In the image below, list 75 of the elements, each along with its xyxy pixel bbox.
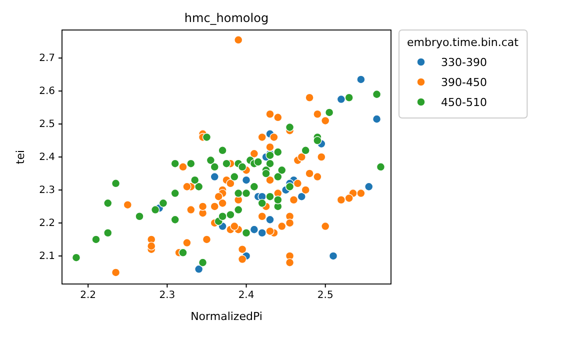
x-tick-label: 2.5: [317, 290, 334, 302]
point: [111, 179, 120, 188]
legend-label: 330-390: [441, 56, 487, 69]
point: [278, 166, 286, 175]
point: [218, 212, 227, 221]
point: [364, 182, 374, 192]
point: [274, 196, 282, 204]
point: [170, 215, 180, 224]
point: [250, 182, 259, 192]
point: [250, 225, 259, 234]
point: [194, 264, 204, 274]
point: [104, 198, 112, 208]
y-tick-label: 2.1: [39, 251, 55, 262]
legend-label: 450-510: [441, 96, 487, 109]
point: [186, 159, 196, 168]
point: [258, 228, 266, 238]
point: [222, 159, 231, 168]
point: [242, 188, 251, 198]
point: [344, 93, 354, 102]
point: [92, 235, 100, 244]
point: [356, 75, 366, 84]
point: [336, 94, 346, 104]
point: [226, 210, 235, 220]
point: [230, 172, 239, 182]
point: [158, 198, 168, 208]
y-tick-label: 2.4: [39, 152, 55, 164]
point: [218, 146, 227, 155]
point: [135, 212, 144, 221]
point: [297, 192, 306, 201]
point: [238, 162, 247, 172]
point: [301, 146, 310, 155]
point: [254, 158, 262, 166]
point: [285, 122, 294, 132]
point: [170, 159, 180, 168]
point: [262, 169, 270, 178]
legend-title: embryo.time.bin.cat: [407, 36, 520, 49]
point: [376, 162, 386, 172]
point: [202, 132, 212, 142]
x-tick-label: 2.2: [80, 290, 96, 302]
point: [266, 192, 274, 201]
y-tick-label: 2.7: [39, 53, 55, 64]
y-tick-label: 2.5: [39, 119, 55, 130]
point: [324, 108, 334, 117]
point: [72, 253, 81, 262]
point: [234, 205, 243, 214]
point: [242, 176, 251, 184]
point: [274, 172, 282, 182]
y-tick-label: 2.6: [39, 86, 55, 98]
chart-title: hmc_homolog: [184, 11, 269, 25]
point: [190, 176, 200, 184]
point: [198, 258, 208, 267]
point: [104, 228, 112, 238]
point: [242, 228, 251, 238]
x-tick-label: 2.3: [159, 290, 176, 302]
point: [170, 188, 180, 198]
x-tick-label: 2.4: [238, 290, 254, 302]
point: [206, 156, 216, 165]
point: [194, 182, 204, 192]
point: [266, 159, 274, 168]
y-axis-title: tei: [14, 150, 27, 164]
y-tick-label: 2.3: [39, 185, 55, 196]
point: [258, 198, 266, 208]
x-axis-title: NormalizedPi: [190, 310, 262, 323]
point: [274, 148, 282, 156]
point: [372, 114, 382, 124]
point: [150, 205, 160, 214]
point: [210, 172, 219, 182]
point: [313, 136, 322, 145]
point: [328, 252, 338, 260]
point: [234, 188, 243, 198]
point: [372, 90, 382, 99]
point: [266, 215, 274, 224]
legend-label: 390-450: [441, 76, 487, 89]
point: [210, 162, 219, 172]
y-tick-label: 2.2: [39, 218, 55, 230]
